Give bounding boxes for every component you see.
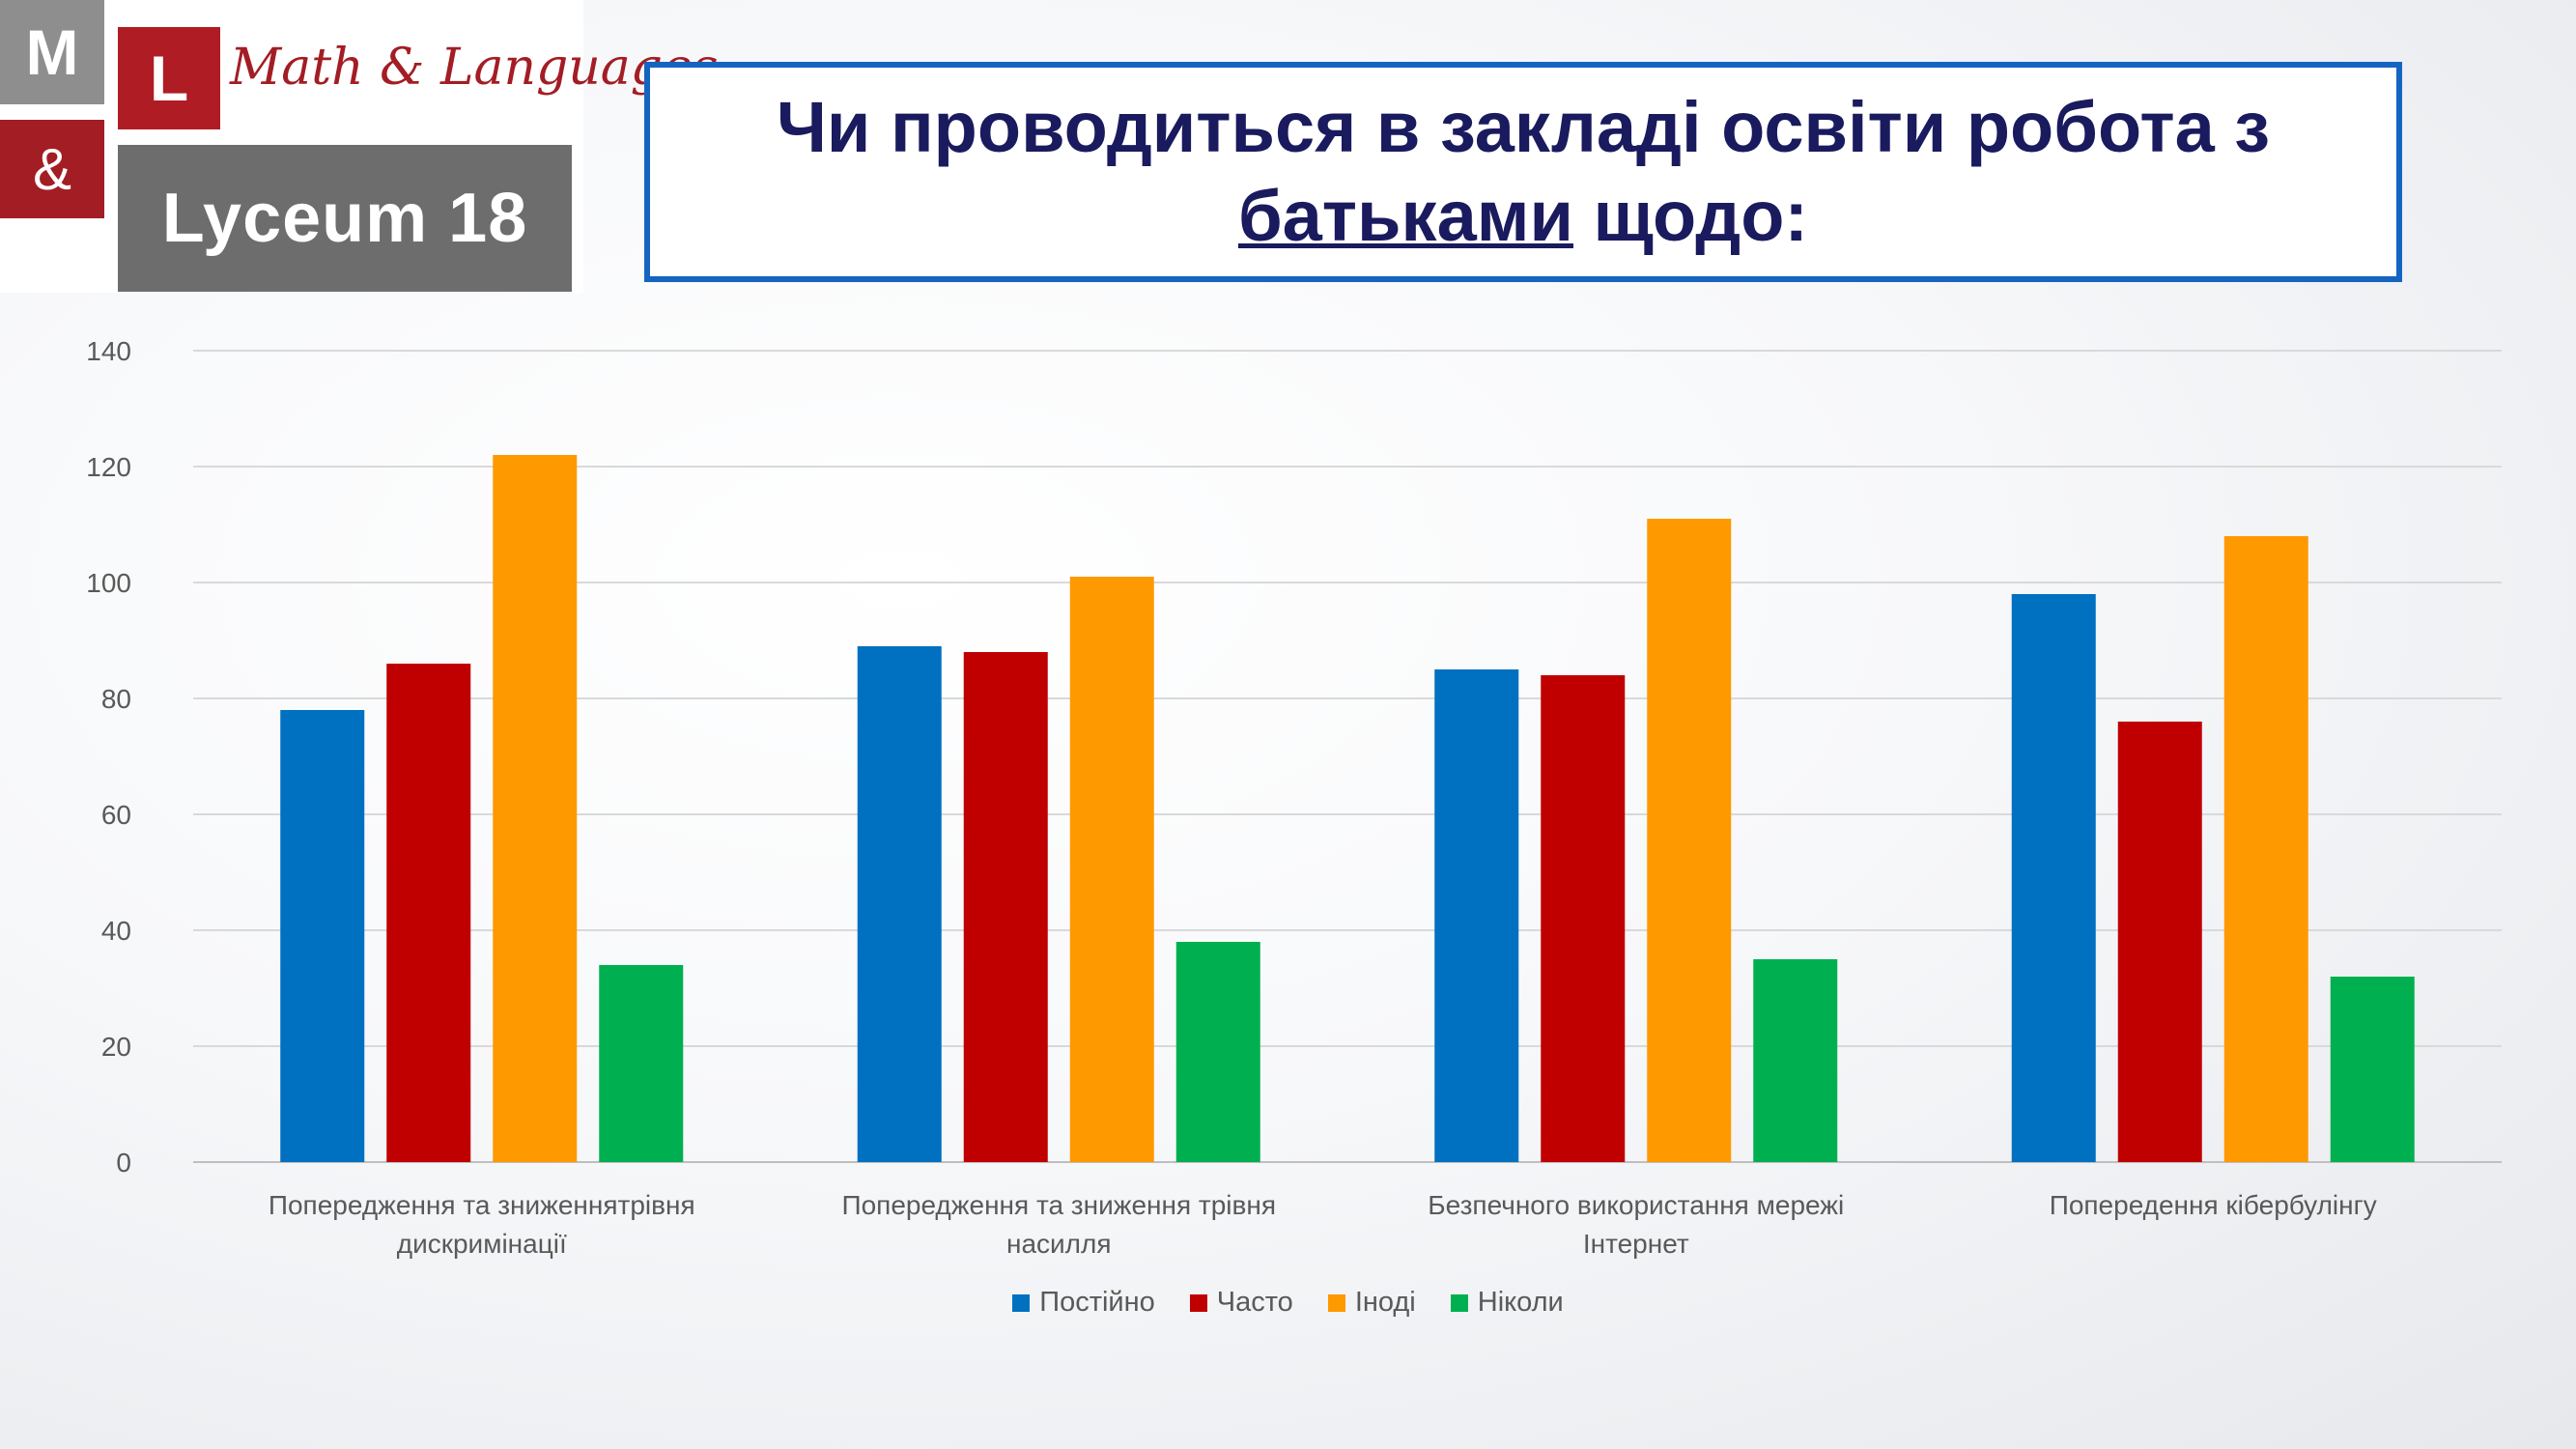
legend-label: Часто [1216,1287,1293,1318]
bar-2-4 [2117,722,2202,1162]
legend-swatch [1450,1293,1468,1312]
slide-title-line-2-rest: щодо: [1572,176,1809,256]
legend-item: Ніколи [1450,1287,1564,1319]
slide-title-underlined-word: батьками [1237,176,1573,256]
x-category-label: Безпечного використання мережі [1428,1190,1844,1220]
legend-swatch [1327,1293,1345,1312]
y-tick-label: 100 [86,568,131,598]
x-category-label: насилля [1006,1229,1112,1259]
slide-title-line-2: батьками щодо: [1238,172,1808,261]
x-category-label: дискримінації [397,1229,567,1259]
y-tick-label: 60 [101,800,131,830]
y-tick-label: 120 [86,452,131,482]
bar-3-3 [1647,519,1732,1162]
bar-4-3 [1753,959,1838,1162]
bar-3-1 [493,455,578,1162]
y-tick-label: 0 [116,1148,131,1178]
bar-2-3 [1541,675,1626,1162]
bar-1-2 [857,646,942,1162]
logo-tile-m: M [0,0,104,104]
y-tick-label: 20 [101,1032,131,1062]
bar-4-4 [2330,977,2415,1162]
y-tick-label: 140 [86,336,131,366]
bar-1-1 [280,710,365,1162]
lyceum-logo: M L Math & Languages & Lyceum 18 [0,0,719,293]
slide-title-box: Чи проводиться в закладі освіти робота з… [644,62,2402,282]
x-category-label: Попередження та зниженнятрівня [269,1190,695,1220]
x-category-label: Попередення кібербулінгу [2050,1190,2377,1220]
logo-script-name: Math & Languages [230,39,719,97]
legend-label: Постійно [1039,1287,1155,1318]
bar-4-1 [599,965,684,1162]
legend-swatch [1189,1293,1207,1312]
y-tick-label: 40 [101,916,131,946]
bar-3-4 [2223,536,2308,1162]
bar-1-3 [1434,669,1519,1162]
bar-2-2 [963,652,1048,1162]
legend-item: Іноді [1327,1287,1416,1319]
legend-item: Часто [1189,1287,1293,1319]
x-category-label: Попередження та зниження трівня [841,1190,1276,1220]
x-category-label: Інтернет [1583,1229,1689,1259]
bar-4-2 [1175,942,1260,1162]
logo-tile-ampersand: & [0,120,104,218]
logo-lyceum-name: Lyceum 18 [118,145,572,292]
legend-label: Іноді [1354,1287,1416,1318]
bar-3-2 [1069,577,1154,1162]
y-tick-label: 80 [101,684,131,714]
slide-title-line-1: Чи проводиться в закладі освіти робота з [776,87,2271,167]
legend-label: Ніколи [1477,1287,1564,1318]
legend-swatch [1012,1293,1031,1312]
bar-1-4 [2011,594,2096,1162]
bar-2-1 [386,664,471,1162]
chart-legend: Постійно Часто Іноді Ніколи [0,1287,2576,1319]
legend-item: Постійно [1012,1287,1155,1319]
logo-tile-l: L [118,27,220,129]
